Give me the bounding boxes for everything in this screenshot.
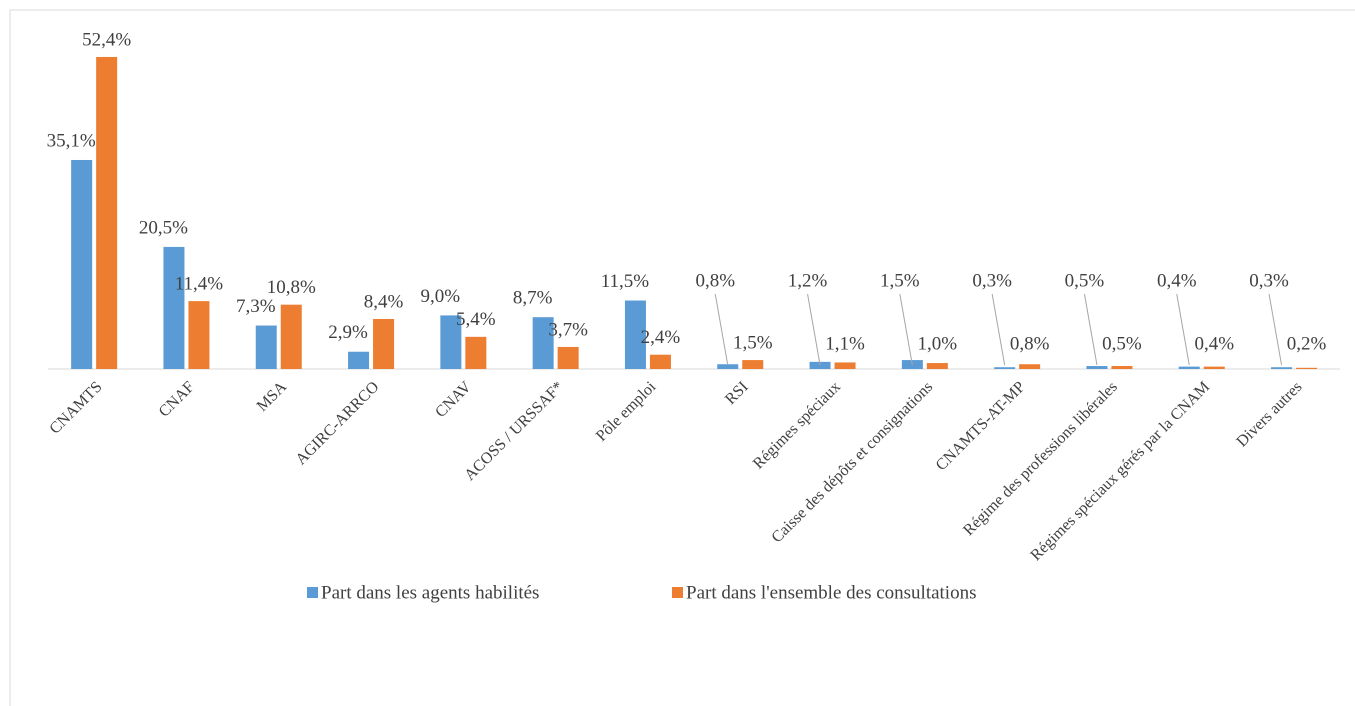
bar [280, 304, 302, 369]
data-label: 1,1% [825, 333, 865, 354]
bar [1296, 367, 1318, 369]
data-label: 20,5% [139, 217, 188, 238]
bar [255, 325, 277, 369]
bar [742, 360, 764, 369]
bar [809, 361, 831, 369]
data-label: 1,0% [918, 333, 958, 354]
data-label: 52,4% [82, 29, 131, 50]
bar [834, 362, 856, 369]
data-label: 2,4% [641, 327, 681, 348]
data-label: 0,3% [972, 270, 1012, 291]
x-tick-label: ACOSS / URSSAF* [461, 378, 567, 484]
x-tick-label: Pôle emploi [593, 378, 660, 445]
bar [1019, 364, 1041, 369]
x-tick-label: Caisse des dépôts et consignations [768, 378, 936, 546]
data-label: 0,3% [1249, 270, 1289, 291]
data-label: 0,8% [695, 270, 735, 291]
data-label: 8,4% [364, 291, 404, 312]
leader-line [1083, 293, 1098, 366]
bar [1111, 366, 1133, 369]
x-tick-label: Régime des professions libérales [960, 378, 1121, 539]
chart-border [9, 9, 1355, 706]
legend-swatch [307, 587, 318, 598]
x-tick-label: Régimes spéciaux [750, 378, 844, 472]
bar [1271, 367, 1293, 369]
data-label: 8,7% [513, 288, 553, 309]
data-label: 0,8% [1010, 333, 1050, 354]
leader-line [1176, 293, 1190, 366]
bar [1178, 366, 1200, 369]
data-label: 5,4% [456, 309, 496, 330]
leader-line [807, 293, 821, 366]
data-label: 3,7% [548, 319, 588, 340]
data-label: 1,5% [733, 332, 773, 353]
bar [994, 367, 1016, 369]
x-tick-label: Régimes spéciaux gérés par la CNAM [1027, 378, 1213, 564]
data-label: 0,4% [1157, 270, 1197, 291]
bar [96, 56, 118, 369]
x-tick-label: MSA [254, 378, 291, 415]
leader-line [991, 293, 1006, 366]
bar [373, 318, 395, 369]
data-label: 7,3% [236, 296, 276, 317]
leader-line [714, 293, 729, 366]
bar [624, 300, 646, 369]
legend-swatch [672, 587, 683, 598]
data-label: 35,1% [47, 130, 96, 151]
data-label: 0,2% [1287, 333, 1327, 354]
x-tick-label: Divers autres [1233, 378, 1305, 450]
leader-line [1268, 293, 1283, 366]
data-label: 10,8% [267, 277, 316, 298]
x-tick-label: CNAF [156, 378, 198, 420]
data-label: 9,0% [421, 286, 461, 307]
leader-line [899, 293, 913, 366]
bar [1203, 366, 1225, 369]
data-label: 0,5% [1102, 333, 1142, 354]
bar [926, 363, 948, 369]
bar [163, 246, 185, 369]
bar [649, 354, 671, 369]
data-label: 0,4% [1194, 333, 1234, 354]
bar [71, 159, 93, 369]
bar [532, 317, 554, 369]
bar [348, 351, 370, 369]
bar [717, 364, 739, 369]
data-label: 2,9% [328, 322, 368, 343]
data-label: 11,4% [175, 273, 224, 294]
data-label: 11,5% [601, 271, 650, 292]
x-tick-label: CNAMTS-AT-MP [933, 378, 1029, 474]
data-label: 1,2% [788, 270, 828, 291]
bar [440, 315, 462, 369]
data-label: 1,5% [880, 270, 920, 291]
bar [1086, 366, 1108, 369]
x-tick-label: CNAV [432, 378, 475, 421]
legend-label: Part dans les agents habilités [321, 582, 539, 603]
x-tick-label: AGIRC-ARRCO [293, 378, 383, 468]
data-label: 0,5% [1065, 270, 1105, 291]
bar [557, 346, 579, 369]
x-tick-label: CNAMTS [46, 378, 105, 437]
legend-label: Part dans l'ensemble des consultations [686, 582, 976, 603]
bar [465, 336, 487, 369]
bar [188, 301, 210, 369]
x-tick-label: RSI [722, 378, 752, 408]
